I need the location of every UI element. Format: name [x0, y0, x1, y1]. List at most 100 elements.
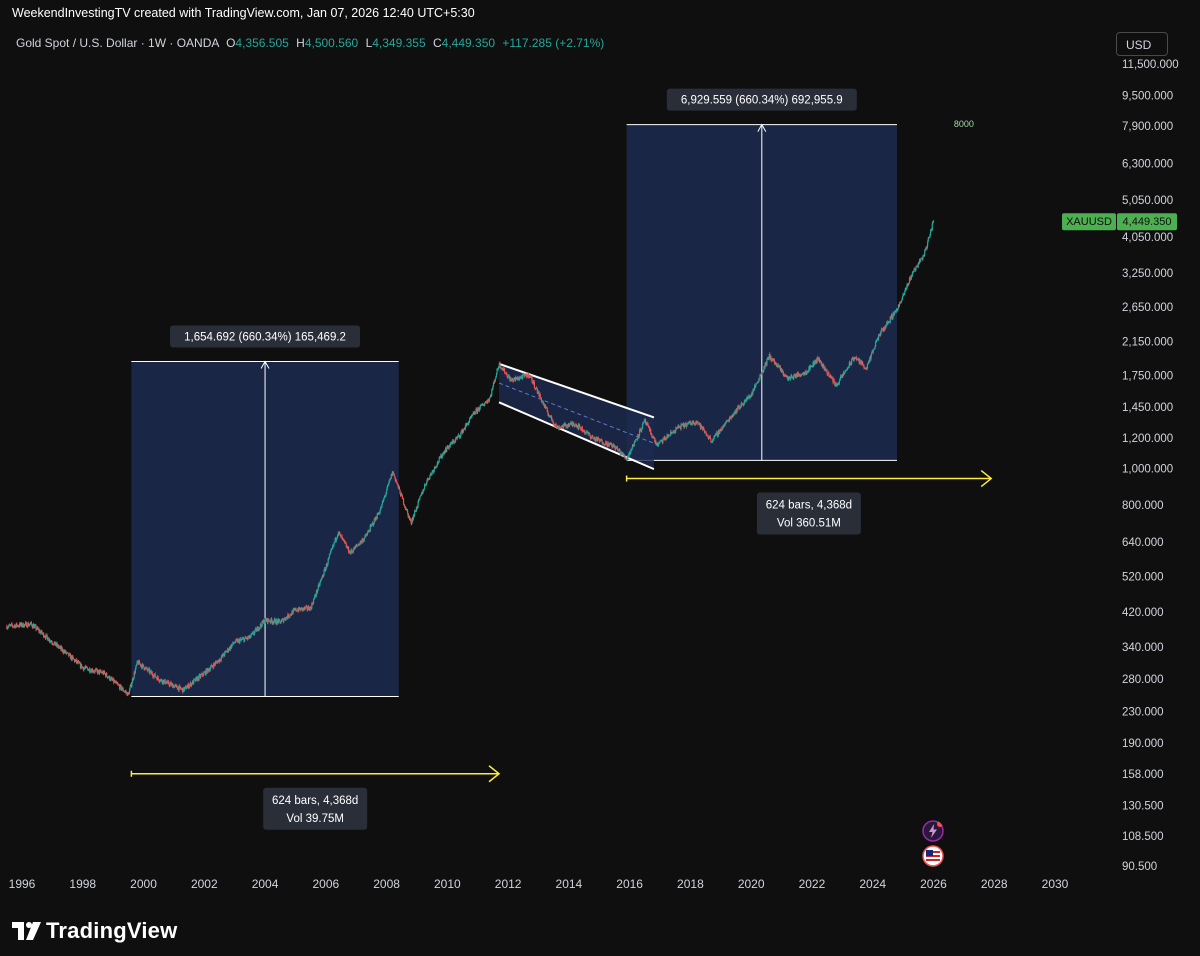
candle-body [927, 238, 929, 242]
candle-body [809, 366, 811, 369]
candle-body [284, 619, 287, 621]
x-tick-label: 2030 [1042, 877, 1069, 891]
currency-button[interactable]: USD [1116, 32, 1168, 56]
candle-body [110, 677, 112, 681]
candle-body [446, 448, 448, 452]
candle-body [887, 322, 889, 324]
candle-body [482, 404, 484, 406]
candle-body [319, 580, 322, 583]
candle-body [397, 484, 399, 488]
candle-body [239, 639, 241, 643]
candle-body [401, 493, 403, 496]
y-tick-label: 1,450.000 [1122, 402, 1173, 414]
candle-body [435, 466, 437, 468]
candle-body [241, 639, 243, 641]
candle-body [533, 381, 536, 388]
candle-body [903, 293, 905, 295]
candle-body [773, 358, 775, 361]
candle-body [24, 624, 26, 625]
candle-body [315, 595, 317, 597]
candle-body [922, 255, 924, 260]
candle-body [755, 383, 758, 385]
candle-body [378, 512, 381, 514]
candle-body [261, 620, 263, 627]
candle-body [606, 441, 608, 446]
candle-body [47, 640, 49, 642]
candle-body [104, 673, 106, 674]
measure-arrow-head [757, 123, 767, 132]
candle-body [107, 677, 110, 679]
candle-body [423, 488, 425, 491]
candle-body [51, 641, 53, 643]
legend-high-key: H [296, 36, 305, 50]
candle-body [820, 361, 822, 363]
candle-body [807, 371, 810, 372]
candle-body [553, 424, 555, 426]
candle-body [728, 420, 730, 422]
candle-body [793, 375, 795, 379]
candle-body [630, 449, 632, 451]
candle-body [578, 424, 580, 429]
candle-body [381, 501, 384, 504]
candle-body [658, 442, 660, 445]
candle-body [818, 358, 821, 363]
flash-icon[interactable] [922, 820, 944, 842]
candle-body [490, 395, 492, 396]
candle-body [88, 669, 90, 671]
candle-body [752, 390, 755, 392]
y-tick-label: 1,000.000 [1122, 463, 1173, 475]
candle-body [604, 444, 606, 446]
candle-body [719, 431, 721, 434]
candle-body [147, 668, 149, 671]
candle-body [352, 550, 354, 553]
candle-body [579, 427, 582, 430]
candle-body [498, 366, 500, 369]
candle-body [657, 444, 659, 447]
y-tick-label: 520.000 [1122, 572, 1164, 584]
candle-body [654, 437, 656, 443]
candle-body [638, 435, 640, 437]
candle-body [173, 686, 176, 688]
candle-body [724, 422, 727, 425]
candle-body [518, 379, 520, 381]
candle-body [344, 541, 346, 543]
candle-body [394, 476, 396, 478]
candle-body [442, 453, 444, 457]
candle-body [643, 421, 645, 424]
candle-body [449, 444, 451, 447]
candle-body [7, 625, 10, 628]
candle-body [245, 637, 247, 639]
price-chart[interactable]: 1,654.692 (660.34%) 165,469.2 6,929.559 (… [0, 26, 1200, 906]
candle-body [696, 420, 698, 423]
candle-body [525, 373, 527, 375]
candle-body [720, 430, 722, 432]
y-tick-label: 6,300.000 [1122, 159, 1173, 171]
candle-body [492, 386, 494, 390]
x-tick-label: 2014 [556, 877, 583, 891]
candle-body [592, 436, 594, 438]
candle-body [659, 440, 661, 443]
candle-body [789, 378, 791, 380]
candle-body [564, 423, 566, 426]
candle-body [471, 415, 474, 416]
candle-body [629, 453, 631, 454]
candle-body [298, 607, 301, 610]
candle-body [185, 686, 187, 690]
candle-body [582, 430, 585, 432]
candle-body [529, 376, 531, 377]
candle-body [326, 563, 329, 566]
candle-body [373, 523, 375, 525]
candle-body [674, 431, 676, 433]
candle-body [507, 376, 509, 378]
us-flag-icon[interactable] [922, 845, 944, 867]
candle-body [45, 634, 47, 639]
candle-body [339, 533, 341, 535]
candle-body [403, 504, 405, 506]
candle-body [384, 495, 386, 498]
candle-body [766, 358, 768, 365]
candle-body [429, 473, 432, 476]
candle-body [738, 407, 741, 410]
price-tag-value: 4,449.350 [1123, 216, 1172, 228]
candle-body [638, 430, 641, 436]
legend-close-key: C [432, 36, 442, 50]
